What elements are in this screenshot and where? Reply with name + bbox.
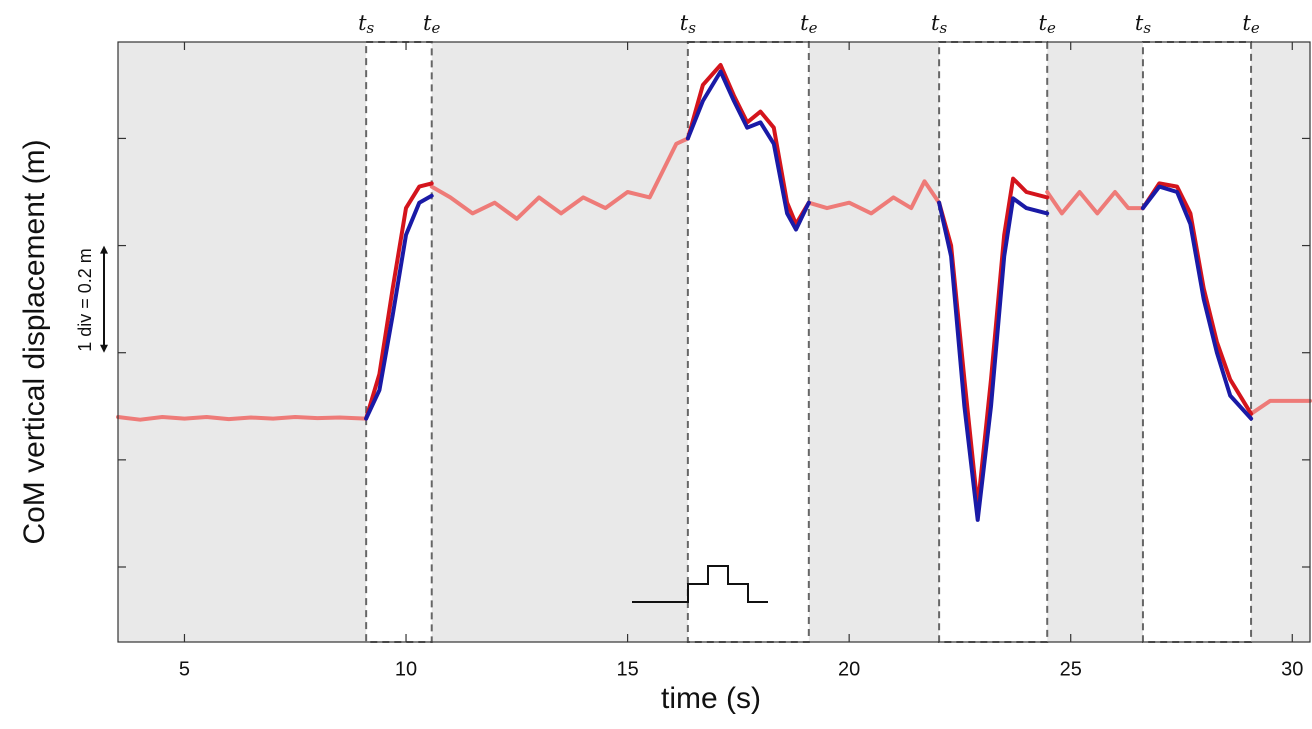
x-tick-label: 15 <box>616 658 638 680</box>
plot-frame <box>117 41 1311 643</box>
phase-label-base: t <box>800 11 809 35</box>
phase-label-base: t <box>1242 11 1251 35</box>
scale-arrow-head <box>100 344 108 353</box>
x-tick-label: 25 <box>1060 658 1082 680</box>
phase-label-sub: s <box>1143 19 1151 37</box>
series-line <box>116 136 1312 422</box>
scale-arrow-head <box>100 245 108 254</box>
phase-label-sub: e <box>1047 19 1056 37</box>
phase-label: ts <box>1135 11 1151 38</box>
phase-label-base: t <box>680 11 689 35</box>
x-axis-label: time (s) <box>661 682 761 715</box>
x-tick-label: 30 <box>1281 658 1303 680</box>
phase-window <box>1141 41 1253 643</box>
phase-label-sub: e <box>1251 19 1260 37</box>
phase-label-sub: s <box>688 19 696 37</box>
phase-label-base: t <box>1135 11 1144 35</box>
phase-label: te <box>1242 11 1259 38</box>
phase-window <box>686 41 810 643</box>
phase-label-base: t <box>1039 11 1048 35</box>
series-line <box>364 63 1254 509</box>
phase-label: ts <box>680 11 696 38</box>
phase-label-base: t <box>423 11 432 35</box>
phase-label-sub: s <box>367 19 375 37</box>
x-tick-label: 5 <box>179 658 190 680</box>
phase-label-base: t <box>358 11 367 35</box>
phase-label-sub: e <box>809 19 818 37</box>
phase-label: te <box>1039 11 1056 38</box>
phase-label: ts <box>358 11 374 38</box>
phase-window <box>365 41 433 643</box>
phase-label: ts <box>931 11 947 38</box>
phase-label: te <box>423 11 440 38</box>
y-axis-label: CoM vertical displacement (m) <box>18 139 51 544</box>
series-line <box>364 69 1254 522</box>
phase-label: te <box>800 11 817 38</box>
x-tick-label: 20 <box>838 658 860 680</box>
phase-label-base: t <box>931 11 940 35</box>
x-tick-label: 10 <box>395 658 417 680</box>
scale-annotation: 1 div = 0.2 m <box>75 248 95 352</box>
stairs-icon <box>632 565 768 603</box>
phase-label-sub: e <box>432 19 441 37</box>
phase-label-sub: s <box>939 19 947 37</box>
